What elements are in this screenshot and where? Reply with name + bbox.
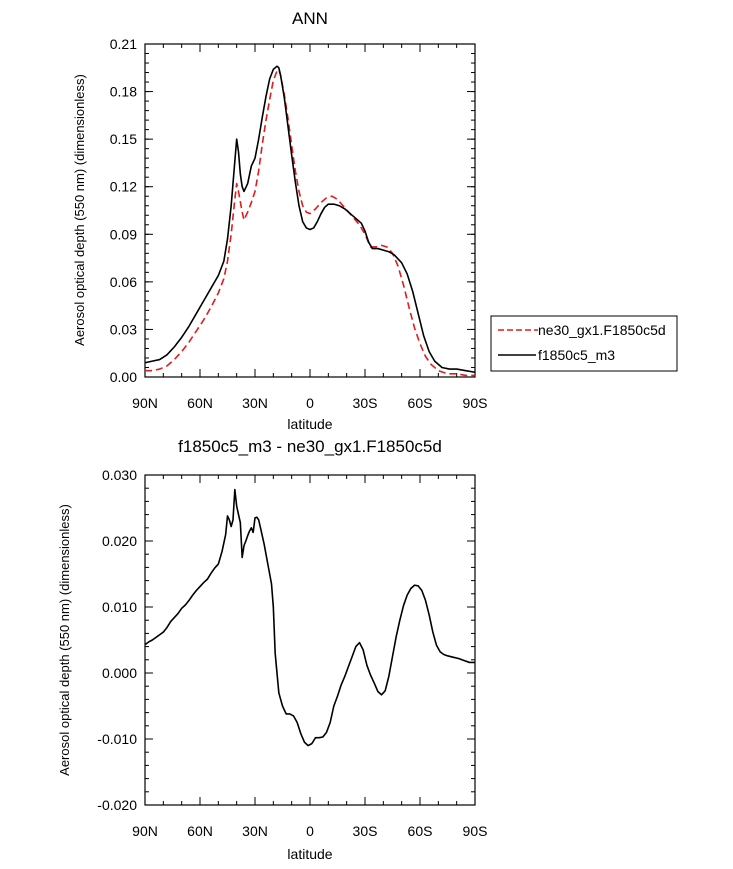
top-x-axis-label: latitude <box>287 416 332 432</box>
bottom-x-tick-label: 30N <box>242 823 268 839</box>
bottom-x-tick-label: 60N <box>187 823 213 839</box>
legend-label-f1850: f1850c5_m3 <box>538 347 615 363</box>
top-y-tick-label: 0.12 <box>110 179 137 195</box>
bottom-y-tick-label: 0.020 <box>102 533 137 549</box>
top-y-tick-label: 0.00 <box>110 369 137 385</box>
top-series-line-f1850c5-m3 <box>144 65 476 374</box>
top-x-tick-label: 90N <box>132 395 158 411</box>
top-x-tick-label: 30S <box>353 395 378 411</box>
bottom-x-tick-label: 0 <box>306 823 314 839</box>
top-y-axis-label: Aerosol optical depth (550 nm) (dimensio… <box>72 74 87 346</box>
top-plot-frame <box>144 43 476 378</box>
bottom-chart-title: f1850c5_m3 - ne30_gx1.F1850c5d <box>178 437 442 456</box>
bottom-plot-frame <box>144 474 476 806</box>
bottom-y-tick-label: -0.010 <box>97 731 137 747</box>
bottom-y-tick-label: 0.010 <box>102 599 137 615</box>
legend-box <box>490 315 678 372</box>
top-y-tick-label: 0.15 <box>110 131 137 147</box>
top-chart-title: ANN <box>292 9 328 28</box>
top-panel: ANN latitude Aerosol optical depth (550 … <box>72 9 678 432</box>
legend: ne30_gx1.F1850c5d f1850c5_m3 <box>490 315 678 372</box>
bottom-panel: f1850c5_m3 - ne30_gx1.F1850c5d latitude … <box>57 437 487 862</box>
bottom-x-tick-label: 90S <box>463 823 488 839</box>
top-y-tick-label: 0.03 <box>110 321 137 337</box>
top-x-tick-label: 0 <box>306 395 314 411</box>
top-y-tick-label: 0.21 <box>110 36 137 52</box>
legend-label-ne30: ne30_gx1.F1850c5d <box>538 322 666 338</box>
bottom-y-axis-label: Aerosol optical depth (550 nm) (dimensio… <box>57 504 72 776</box>
bottom-x-tick-label: 90N <box>132 823 158 839</box>
top-y-tick-label: 0.18 <box>110 84 137 100</box>
top-y-tick-label: 0.06 <box>110 274 137 290</box>
top-y-tick-label: 0.09 <box>110 226 137 242</box>
bottom-y-tick-label: 0.000 <box>102 665 137 681</box>
bottom-y-tick-label: -0.020 <box>97 797 137 813</box>
top-x-tick-label: 60N <box>187 395 213 411</box>
bottom-x-tick-label: 60S <box>408 823 433 839</box>
bottom-x-tick-label: 30S <box>353 823 378 839</box>
top-x-tick-label: 60S <box>408 395 433 411</box>
top-x-tick-label: 30N <box>242 395 268 411</box>
bottom-y-tick-label: 0.030 <box>102 467 137 483</box>
top-x-tick-label: 90S <box>463 395 488 411</box>
top-series-line-ne30-gx1-f1850c5d <box>145 68 475 377</box>
bottom-x-axis-label: latitude <box>287 846 332 862</box>
bottom-series-line-f1850c5-m3-ne30-gx1-f1850c5d <box>144 488 475 747</box>
